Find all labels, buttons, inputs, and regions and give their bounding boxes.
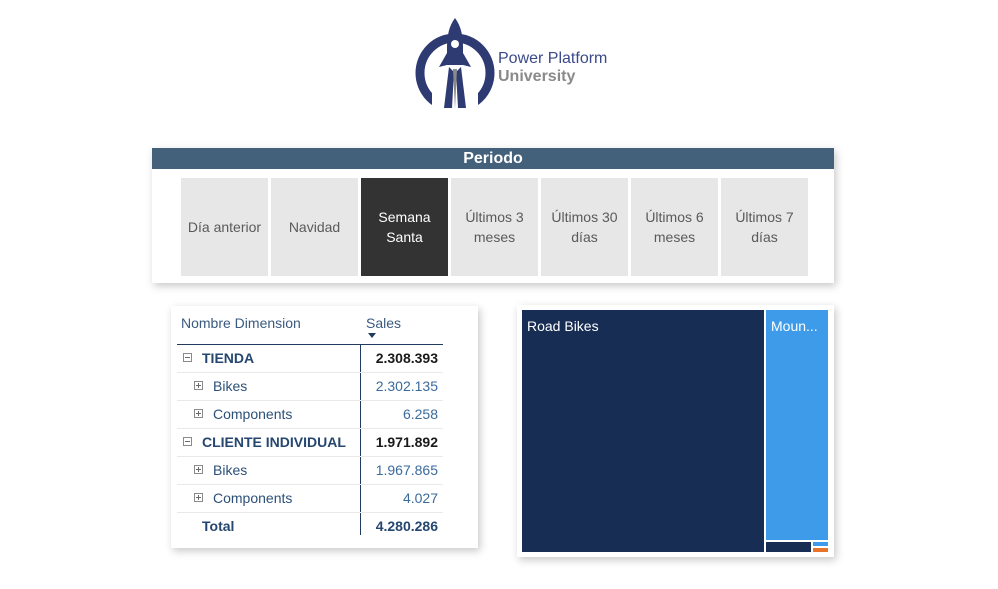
slicer-option-navidad[interactable]: Navidad [271, 178, 358, 276]
treemap-cell-road-bikes[interactable]: Road Bikes [522, 310, 764, 552]
treemap-label: Moun... [771, 318, 818, 334]
row-value: 4.027 [402, 490, 438, 506]
table-row: Components 4.027 [177, 485, 443, 513]
treemap-plot: Road Bikes Moun... [522, 310, 828, 552]
header-divider [177, 344, 443, 345]
treemap-cell-mountain-bikes[interactable]: Moun... [766, 310, 828, 540]
sales-matrix: Nombre Dimension Sales TIENDA 2.308.393 … [171, 306, 478, 548]
table-row: Bikes 2.302.135 [177, 373, 443, 401]
product-treemap: Road Bikes Moun... [517, 305, 834, 557]
row-label: Components [213, 490, 293, 506]
matrix-header: Nombre Dimension Sales [171, 306, 478, 344]
row-value: 1.967.865 [375, 462, 438, 478]
expand-icon[interactable] [194, 493, 203, 502]
expand-icon[interactable] [194, 409, 203, 418]
table-row: Bikes 1.967.865 [177, 457, 443, 485]
slicer-option-dia-anterior[interactable]: Día anterior [181, 178, 268, 276]
collapse-icon[interactable] [183, 437, 192, 446]
row-value: 6.258 [402, 406, 438, 422]
row-label: CLIENTE INDIVIDUAL [202, 434, 346, 450]
collapse-icon[interactable] [183, 353, 192, 362]
sort-descending-icon[interactable] [368, 333, 376, 338]
treemap-cell-small[interactable] [813, 542, 828, 546]
row-label: Bikes [213, 462, 248, 478]
treemap-cell-small[interactable] [813, 548, 828, 552]
rocket-logo-icon [415, 18, 495, 113]
periodo-slicer: Periodo Día anterior Navidad Semana Sant… [152, 148, 834, 283]
slicer-title: Periodo [152, 148, 834, 169]
expand-icon[interactable] [194, 381, 203, 390]
row-value: 1.971.892 [375, 434, 438, 450]
expand-icon[interactable] [194, 465, 203, 474]
matrix-rows: TIENDA 2.308.393 Bikes 2.302.135 Compone… [177, 345, 443, 540]
slicer-option-semana-santa[interactable]: Semana Santa [361, 178, 448, 276]
treemap-cell-small[interactable] [766, 542, 811, 552]
header-dimension[interactable]: Nombre Dimension [181, 315, 301, 331]
row-label: Bikes [213, 378, 248, 394]
slicer-options: Día anterior Navidad Semana Santa Último… [181, 178, 808, 276]
table-row: CLIENTE INDIVIDUAL 1.971.892 [177, 429, 443, 457]
table-row: TIENDA 2.308.393 [177, 345, 443, 373]
total-label: Total [202, 518, 235, 534]
header-sales[interactable]: Sales [366, 315, 402, 331]
brand-line-2: University [498, 68, 576, 85]
row-label: TIENDA [202, 350, 255, 366]
row-value: 2.302.135 [375, 378, 438, 394]
power-platform-university-logo: Power Platform University [414, 17, 624, 113]
slicer-option-ultimos-7-dias[interactable]: Últimos 7 días [721, 178, 808, 276]
column-divider [360, 344, 361, 535]
slicer-option-ultimos-3-meses[interactable]: Últimos 3 meses [451, 178, 538, 276]
row-label: Components [213, 406, 293, 422]
slicer-option-ultimos-30-dias[interactable]: Últimos 30 días [541, 178, 628, 276]
slicer-option-ultimos-6-meses[interactable]: Últimos 6 meses [631, 178, 718, 276]
row-value: 2.308.393 [375, 350, 438, 366]
treemap-label: Road Bikes [527, 318, 599, 334]
total-row: Total 4.280.286 [177, 513, 443, 540]
total-value: 4.280.286 [375, 518, 438, 534]
table-row: Components 6.258 [177, 401, 443, 429]
brand-line-1: Power Platform [498, 50, 608, 67]
